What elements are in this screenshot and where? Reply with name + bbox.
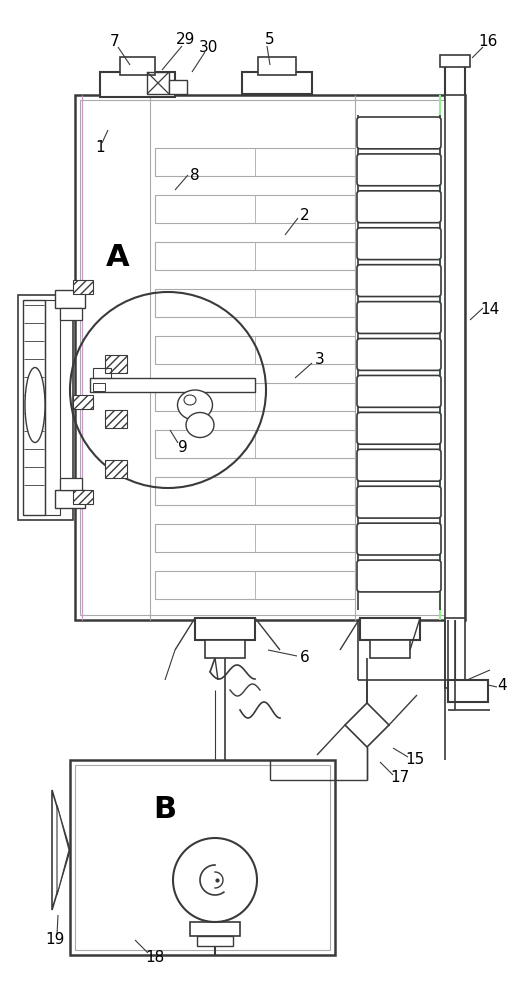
Bar [197, 936, 233, 946]
Bar [360, 618, 420, 640]
Bar [73, 395, 93, 409]
Bar [445, 60, 465, 100]
Ellipse shape [25, 367, 45, 442]
Bar [105, 355, 127, 373]
Text: 14: 14 [480, 302, 500, 318]
FancyBboxPatch shape [357, 265, 441, 297]
Bar [440, 55, 470, 67]
Text: 6: 6 [300, 650, 310, 666]
Bar [155, 524, 355, 552]
FancyBboxPatch shape [357, 228, 441, 260]
FancyBboxPatch shape [357, 523, 441, 555]
Text: 1: 1 [95, 140, 105, 155]
Bar [60, 478, 82, 490]
Bar [75, 95, 465, 620]
Text: 3: 3 [315, 353, 325, 367]
Text: 7: 7 [110, 34, 120, 49]
Bar [45, 300, 60, 515]
Bar [445, 95, 465, 620]
Bar [155, 195, 355, 223]
Bar [18, 295, 73, 520]
Text: 8: 8 [190, 167, 200, 182]
Text: 19: 19 [45, 932, 65, 948]
Bar [55, 490, 85, 508]
Polygon shape [345, 703, 389, 747]
Bar [445, 618, 465, 688]
Bar [155, 477, 355, 505]
FancyBboxPatch shape [357, 117, 441, 149]
Ellipse shape [177, 390, 212, 420]
Circle shape [173, 838, 257, 922]
Polygon shape [52, 790, 70, 910]
Bar [80, 100, 460, 615]
Bar [169, 80, 187, 94]
Bar [105, 460, 127, 478]
Bar [195, 618, 255, 640]
Bar [155, 289, 355, 317]
Bar [448, 680, 488, 702]
Bar [370, 640, 410, 658]
Bar [155, 571, 355, 599]
Text: A: A [106, 243, 130, 272]
Ellipse shape [186, 412, 214, 438]
FancyBboxPatch shape [357, 412, 441, 444]
FancyBboxPatch shape [357, 375, 441, 407]
FancyBboxPatch shape [357, 486, 441, 518]
FancyBboxPatch shape [357, 302, 441, 333]
Bar [23, 300, 45, 515]
FancyBboxPatch shape [357, 560, 441, 592]
Bar [258, 57, 296, 75]
Bar [90, 378, 255, 392]
Bar [205, 640, 245, 658]
Polygon shape [57, 805, 69, 895]
Text: 4: 4 [497, 678, 507, 692]
Bar [105, 410, 127, 428]
Text: 9: 9 [178, 440, 188, 456]
Bar [100, 72, 175, 97]
Bar [190, 922, 240, 936]
Text: 29: 29 [176, 32, 196, 47]
FancyBboxPatch shape [357, 449, 441, 481]
Text: 17: 17 [390, 770, 410, 786]
Text: 5: 5 [265, 32, 275, 47]
Bar [155, 336, 355, 364]
Ellipse shape [184, 395, 196, 405]
Bar [155, 383, 355, 411]
Text: 18: 18 [145, 950, 164, 966]
Bar [70, 760, 335, 955]
FancyBboxPatch shape [357, 154, 441, 186]
FancyBboxPatch shape [357, 191, 441, 223]
Bar [155, 430, 355, 458]
Bar [242, 72, 312, 94]
Bar [75, 765, 330, 950]
Bar [147, 72, 169, 94]
FancyBboxPatch shape [357, 339, 441, 370]
Text: B: B [153, 796, 176, 824]
Text: 2: 2 [300, 208, 310, 223]
Bar [155, 242, 355, 270]
Bar [93, 383, 105, 391]
Bar [155, 148, 355, 176]
Bar [73, 490, 93, 504]
Text: 16: 16 [478, 34, 497, 49]
Bar [55, 290, 85, 308]
Bar [60, 308, 82, 320]
Text: 30: 30 [198, 39, 218, 54]
Text: 15: 15 [406, 752, 424, 768]
Bar [120, 57, 155, 75]
Bar [73, 280, 93, 294]
Bar [93, 368, 111, 378]
